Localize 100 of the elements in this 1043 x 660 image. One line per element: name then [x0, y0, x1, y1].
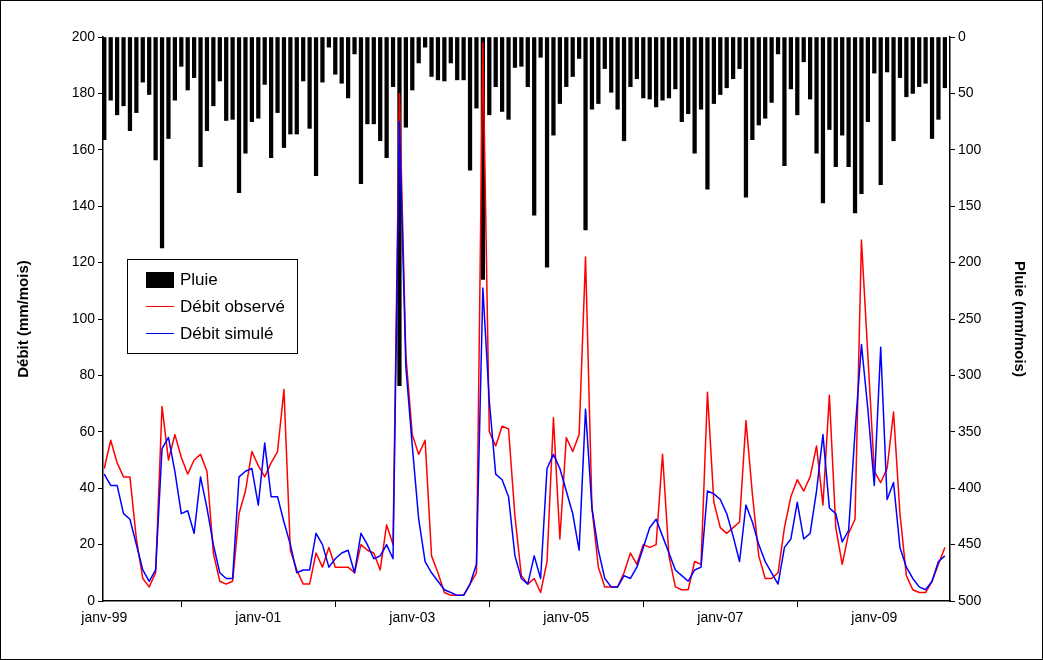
bar	[358, 37, 364, 184]
bar	[698, 37, 704, 110]
bar	[763, 37, 768, 119]
bar	[782, 37, 787, 166]
bar	[365, 37, 370, 125]
bar	[666, 37, 672, 99]
bar	[262, 37, 267, 85]
bar	[679, 37, 684, 122]
bar	[538, 37, 543, 58]
bar	[647, 37, 652, 100]
bar	[743, 37, 749, 198]
y2-tick-label: 0	[958, 27, 966, 44]
bar	[891, 37, 896, 142]
bar	[172, 37, 177, 101]
y2-axis-title: Pluie (mm/mois)	[1011, 261, 1029, 377]
bar	[551, 37, 556, 136]
legend-label: Débit observé	[180, 296, 285, 317]
y-tick-label: 100	[71, 309, 96, 326]
y2-tick-label: 250	[958, 309, 982, 326]
bar	[114, 37, 120, 116]
bar	[294, 37, 299, 135]
bar	[827, 37, 832, 130]
bar	[570, 37, 575, 77]
bar	[929, 37, 935, 139]
bar	[268, 37, 274, 159]
x-tick-label: janv-99	[80, 609, 128, 626]
bar	[429, 37, 434, 77]
bar	[628, 37, 633, 87]
bar	[711, 37, 716, 104]
y-tick-label: 40	[79, 479, 96, 496]
bar	[474, 37, 479, 109]
y-tick-label: 160	[71, 140, 96, 157]
y2-tick-label: 50	[958, 84, 974, 101]
bar	[371, 37, 376, 125]
bar	[217, 37, 222, 82]
bar	[320, 37, 325, 83]
bar	[557, 37, 562, 104]
x-tick-label: janv-09	[850, 609, 898, 626]
y-tick-label: 80	[79, 366, 96, 383]
bar	[801, 37, 806, 63]
bar	[724, 37, 729, 89]
bar	[127, 37, 133, 131]
bar	[634, 37, 639, 80]
bar	[878, 37, 883, 186]
bar	[249, 37, 254, 122]
bar	[390, 37, 396, 87]
bar	[673, 37, 678, 90]
x-tick-label: janv-07	[696, 609, 744, 626]
bar	[179, 37, 184, 67]
bar	[455, 37, 460, 81]
x-tick-label: janv-05	[542, 609, 590, 626]
y2-tick-label: 400	[958, 479, 982, 496]
bar	[788, 37, 793, 90]
bar	[467, 37, 473, 171]
bar	[422, 37, 428, 48]
bar	[384, 37, 389, 159]
bar	[641, 37, 646, 99]
bar	[435, 37, 441, 81]
y-tick-label: 180	[71, 84, 96, 101]
bar	[281, 37, 287, 148]
bar	[576, 37, 582, 59]
bar	[326, 37, 331, 48]
bar	[108, 37, 113, 101]
bar	[345, 37, 351, 99]
bar	[153, 37, 158, 161]
bar	[243, 37, 248, 154]
bar	[288, 37, 293, 135]
bar	[211, 37, 216, 107]
bar	[378, 37, 383, 142]
bar	[718, 37, 723, 95]
bar	[923, 37, 928, 84]
bar	[884, 37, 890, 73]
bar	[621, 37, 627, 142]
bar	[730, 37, 736, 80]
bar	[897, 37, 903, 78]
bar	[313, 37, 319, 177]
bar	[410, 37, 415, 91]
y-tick-label: 140	[71, 197, 96, 214]
bar	[750, 37, 755, 140]
bar	[499, 37, 505, 112]
bar	[333, 37, 338, 75]
bar	[352, 37, 357, 55]
y-tick-label: 60	[79, 422, 96, 439]
x-tick-label: janv-03	[388, 609, 436, 626]
y-tick-label: 120	[71, 253, 96, 270]
bar	[275, 37, 280, 113]
bar	[852, 37, 858, 214]
bar	[609, 37, 614, 93]
bar	[775, 37, 781, 55]
bar	[692, 37, 697, 154]
y2-tick-label: 500	[958, 591, 982, 608]
bar	[166, 37, 171, 139]
bar	[942, 37, 947, 89]
bar	[134, 37, 139, 113]
bar	[256, 37, 261, 119]
bar	[512, 37, 518, 68]
bar	[525, 37, 530, 87]
bar	[230, 37, 235, 120]
bar	[301, 37, 306, 82]
bar	[487, 37, 492, 116]
